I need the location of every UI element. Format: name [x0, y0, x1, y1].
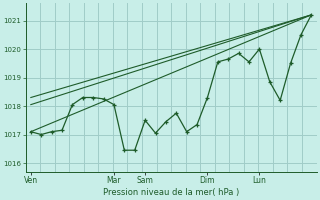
X-axis label: Pression niveau de la mer( hPa ): Pression niveau de la mer( hPa ): [103, 188, 239, 197]
